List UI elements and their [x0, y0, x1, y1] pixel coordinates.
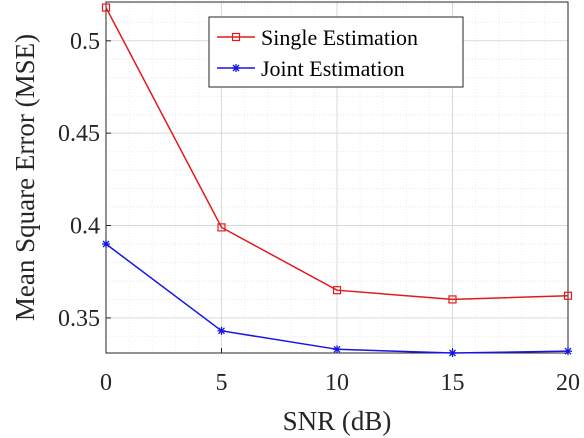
- data-point-star: [333, 345, 341, 354]
- legend-label-1: Single Estimation: [261, 25, 418, 50]
- data-point-star: [448, 349, 457, 357]
- x-tick-label: 15: [441, 370, 465, 396]
- series-line-1: [105, 7, 569, 301]
- legend-box: [208, 16, 464, 88]
- data-point-star: [102, 240, 110, 249]
- data-point-star: [564, 347, 572, 356]
- legend-label-2: Joint Estimation: [261, 56, 405, 81]
- data-point-square: [448, 295, 457, 304]
- y-tick-label: 0.45: [58, 121, 100, 147]
- x-tick-label: 5: [216, 370, 228, 396]
- y-tick-label: 0.4: [70, 214, 100, 240]
- data-point-square: [217, 223, 226, 232]
- ticks: 0 5 10 15 20 0.35 0.4 0.45 0.5: [58, 29, 580, 396]
- data-point-square: [231, 32, 241, 42]
- y-axis-label: Mean Square Error (MSE): [10, 34, 40, 321]
- legend: Single Estimation Joint Estimation: [208, 16, 464, 88]
- y-tick-label: 0.5: [70, 29, 100, 55]
- data-point-square: [332, 286, 342, 295]
- x-tick-label: 0: [100, 370, 112, 396]
- y-tick-label: 0.35: [58, 306, 100, 332]
- data-point-star: [217, 326, 226, 335]
- x-axis-label: SNR (dB): [283, 406, 392, 436]
- x-tick-label: 10: [325, 370, 349, 396]
- data-point-square: [101, 3, 111, 12]
- data-point-square: [563, 291, 573, 300]
- series-group: [101, 3, 573, 357]
- x-tick-label: 20: [556, 370, 580, 396]
- data-point-star: [232, 64, 240, 72]
